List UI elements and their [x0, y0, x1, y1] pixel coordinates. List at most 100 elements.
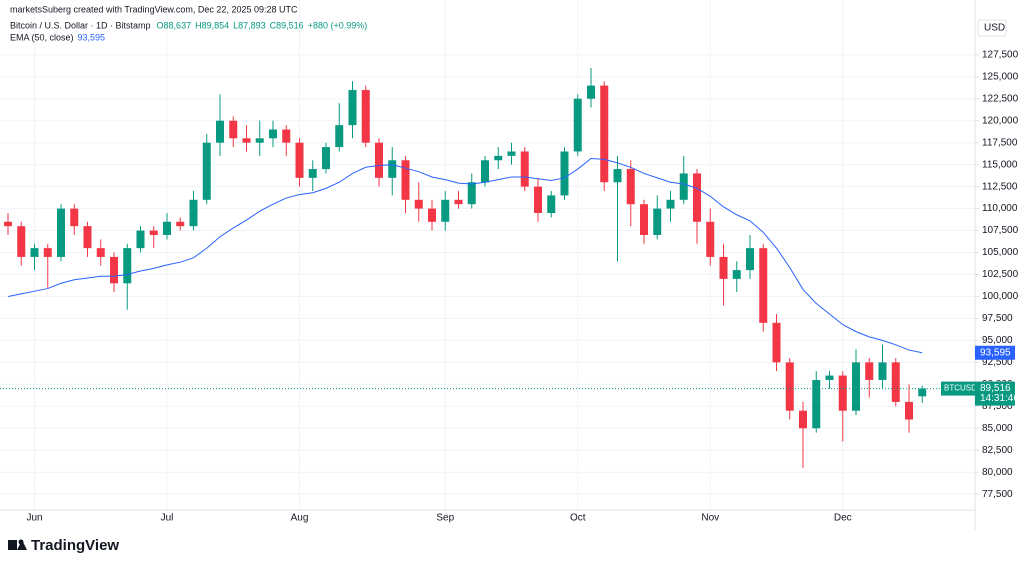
brand: TradingView: [31, 537, 119, 554]
candle-body: [255, 138, 264, 143]
candle-body: [693, 173, 701, 222]
candle-body: [335, 125, 344, 148]
y-tick-label: 102,500: [982, 269, 1019, 280]
candle-body: [825, 375, 834, 380]
candle-body: [17, 226, 26, 257]
candle-body: [534, 186, 542, 213]
x-tick-label: Jun: [26, 513, 42, 524]
y-tick-label: 92,500: [982, 357, 1013, 368]
x-tick-label: Sep: [436, 513, 454, 524]
x-tick-label: Dec: [834, 513, 852, 524]
candle-body: [507, 151, 516, 156]
candle-body: [494, 155, 503, 161]
candle-body: [706, 221, 715, 257]
candle-body: [918, 388, 927, 397]
candle-body: [361, 89, 370, 143]
candle-body: [785, 362, 794, 411]
candle-body: [70, 208, 79, 227]
currency: USD: [984, 23, 1005, 34]
candle-body: [626, 169, 635, 205]
candle-body: [812, 379, 821, 429]
candle-body: [269, 129, 277, 139]
candle-body: [600, 85, 609, 183]
y-tick-label: 80,000: [982, 467, 1013, 478]
candle-body: [547, 195, 556, 213]
y-tick-label: 110,000: [982, 203, 1018, 214]
y-tick-label: 105,000: [982, 247, 1019, 258]
candle-body: [666, 199, 675, 209]
y-tick-label: 95,000: [982, 335, 1013, 346]
ohlc-value: C89,516: [270, 20, 304, 30]
price-tag: [975, 381, 1015, 406]
candle-body: [282, 129, 291, 143]
candle-body: [891, 362, 900, 402]
candle-body: [520, 151, 529, 187]
x-tick-label: Jul: [161, 513, 174, 524]
candle-body: [799, 410, 807, 429]
candle-body: [110, 256, 118, 284]
candle-body: [640, 204, 648, 235]
ema-price-label: 93,595: [980, 347, 1011, 358]
ema-legend-value: 93,595: [78, 32, 106, 42]
y-tick-label: 97,500: [982, 313, 1013, 324]
y-tick-label: 125,000: [982, 71, 1019, 82]
candle-body: [428, 208, 436, 222]
candle-body: [43, 248, 52, 257]
candle-body: [905, 401, 913, 420]
candle-body: [401, 160, 410, 200]
candle-body: [467, 182, 476, 205]
candle-body: [653, 208, 662, 235]
price-countdown: 14:31:46: [980, 393, 1019, 404]
candle-body: [852, 362, 860, 411]
price-tag-label: 89,516: [980, 383, 1011, 394]
y-tick-label: 127,500: [982, 49, 1019, 60]
candle-body: [123, 248, 132, 284]
candle-body: [348, 89, 357, 126]
candle-body: [414, 199, 423, 209]
ema-price-tag: [975, 345, 1015, 360]
candle-body: [878, 362, 887, 380]
y-tick-label: 120,000: [982, 115, 1019, 126]
candle-body: [613, 169, 622, 183]
x-tick-label: Oct: [570, 513, 586, 524]
ema-line: [7, 157, 923, 354]
y-tick-label: 112,500: [982, 181, 1018, 192]
candle-body: [732, 270, 741, 279]
symbol-tag-label: BTCUSD: [944, 384, 977, 393]
candle-body: [560, 151, 569, 196]
candle-body: [136, 230, 145, 249]
candle-body: [838, 375, 847, 411]
ohlc-value: H89,854: [195, 20, 229, 30]
y-tick-label: 85,000: [982, 423, 1013, 434]
symbol: Bitcoin / U.S. Dollar · 1D · Bitstamp: [10, 20, 151, 30]
candle-body: [481, 160, 489, 183]
candle-body: [202, 142, 211, 200]
candle-body: [441, 199, 450, 222]
candle-body: [454, 199, 463, 205]
candle-body: [573, 98, 582, 152]
candle-body: [176, 221, 185, 227]
candle-body: [30, 248, 39, 257]
candle-body: [759, 248, 768, 323]
y-tick-label: 107,500: [982, 225, 1019, 236]
currency-box: [977, 19, 1007, 37]
candle-body: [216, 120, 224, 143]
y-tick-label: 100,000: [982, 291, 1019, 302]
ohlc-value: L87,893: [233, 20, 266, 30]
candle-body: [719, 256, 728, 279]
candle-body: [83, 226, 92, 249]
candle-body: [388, 160, 397, 178]
y-tick-label: 117,500: [982, 137, 1018, 148]
candle-body: [57, 208, 65, 257]
candle-body: [96, 248, 105, 257]
candle-body: [242, 138, 251, 143]
y-tick-label: 122,500: [982, 93, 1019, 104]
candle-body: [4, 221, 12, 227]
ohlc-value: O88,637: [157, 20, 192, 30]
candle-body: [322, 147, 330, 170]
candle-body: [229, 120, 238, 139]
candle-body: [746, 248, 754, 271]
candle-body: [587, 85, 595, 99]
y-tick-label: 87,500: [982, 401, 1013, 412]
